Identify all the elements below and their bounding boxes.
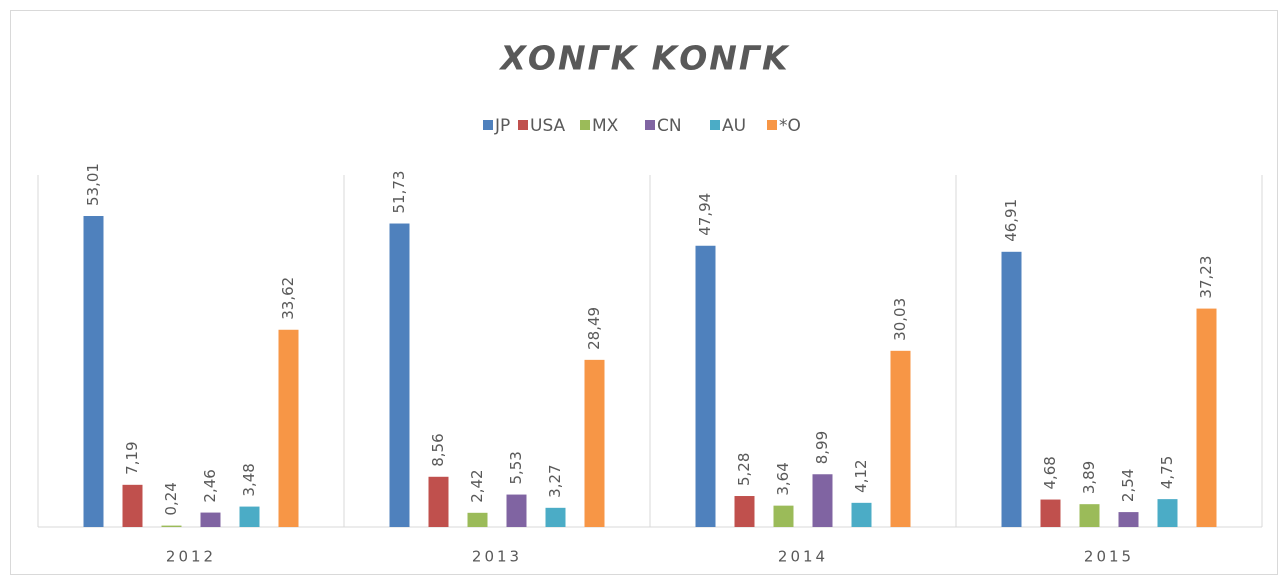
legend-swatch [518,120,528,130]
legend-label: *O [779,116,801,136]
data-label: 37,23 [1197,256,1215,299]
data-label: 3,89 [1080,461,1098,494]
data-label: 2,42 [468,469,486,502]
x-tick-label: 2012 [166,548,216,566]
bar [695,245,716,527]
data-label: 0,24 [162,482,180,515]
bar [545,507,566,527]
bar [506,494,527,527]
chart-border [10,10,1278,575]
data-label: 28,49 [585,307,603,350]
data-label: 4,12 [852,459,870,492]
bar [161,525,182,527]
bar [389,223,410,527]
legend-swatch [645,120,655,130]
data-label: 5,53 [507,451,525,484]
data-label: 33,62 [279,277,297,320]
data-label: 47,94 [696,193,714,236]
bar [812,474,833,527]
bar [734,496,755,527]
bar [122,484,143,527]
bar [83,216,104,527]
data-label: 51,73 [390,171,408,214]
data-label: 4,75 [1158,456,1176,489]
data-label: 8,99 [813,431,831,464]
data-label: 3,48 [240,463,258,496]
data-label: 4,68 [1041,456,1059,489]
bar [584,359,605,527]
legend-swatch [580,120,590,130]
bar [1001,251,1022,527]
bar [1118,512,1139,527]
bar [467,512,488,527]
legend-swatch [710,120,720,130]
bar [1196,308,1217,527]
x-tick-label: 2015 [1084,548,1134,566]
bar [239,506,260,527]
bar [1157,499,1178,527]
data-label: 46,91 [1002,199,1020,242]
data-label: 3,27 [546,464,564,497]
legend-label: USA [530,116,566,136]
x-tick-label: 2014 [778,548,828,566]
bar [851,502,872,527]
data-label: 7,19 [123,441,141,474]
legend-swatch [483,120,493,130]
data-label: 3,64 [774,462,792,495]
data-label: 5,28 [735,453,753,486]
legend-label: MX [592,116,619,136]
data-label: 8,56 [429,433,447,466]
legend-swatch [767,120,777,130]
chart-title: ΧΟΝΓΚ ΚΟΝΓΚ [498,39,789,78]
bar [200,512,221,527]
bar [773,505,794,527]
legend-label: AU [722,116,746,136]
bar [428,476,449,527]
legend-label: JP [494,116,510,136]
data-label: 53,01 [84,163,102,206]
bar [1079,504,1100,527]
data-label: 30,03 [891,298,909,341]
x-tick-label: 2013 [472,548,522,566]
data-label: 2,54 [1119,469,1137,502]
bar [278,329,299,527]
bar [1040,499,1061,527]
legend-label: CN [657,116,682,136]
data-label: 2,46 [201,469,219,502]
bar [890,350,911,527]
